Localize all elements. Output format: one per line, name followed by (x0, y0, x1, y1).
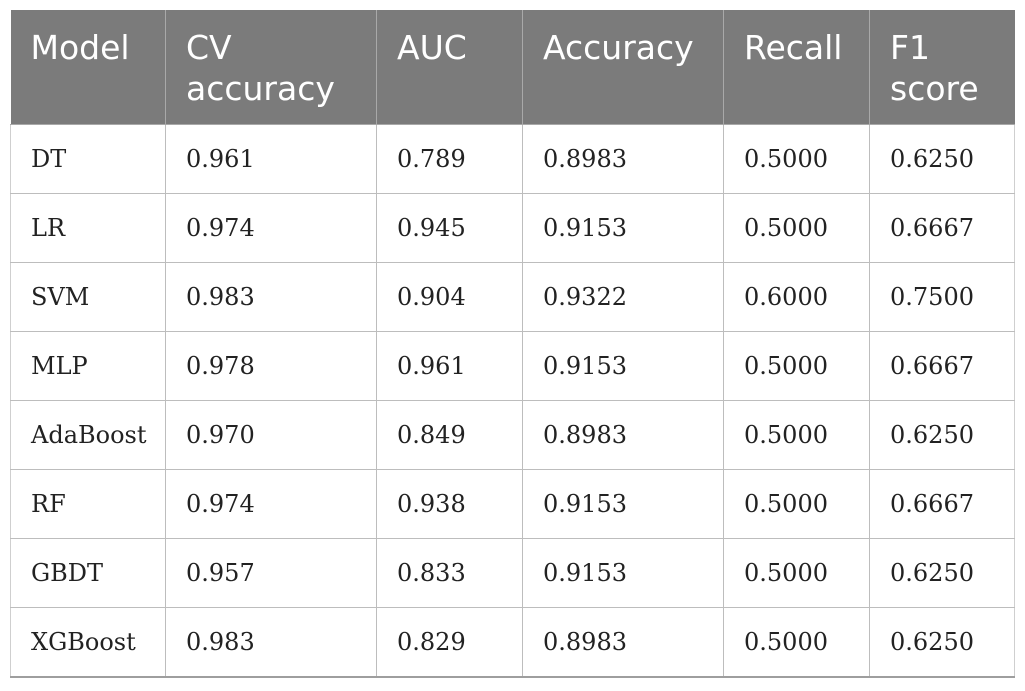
cell-accuracy: 0.8983 (522, 400, 724, 470)
cell-model: DT (10, 124, 166, 194)
table-row: MLP 0.978 0.961 0.9153 0.5000 0.6667 (10, 331, 1015, 401)
cell-model: AdaBoost (10, 400, 166, 470)
cell-accuracy: 0.9322 (522, 262, 724, 332)
cell-auc: 0.849 (376, 400, 523, 470)
cell-f1-score: 0.6250 (869, 607, 1015, 678)
header-row: Model CV accuracy AUC Accuracy Recall F1… (10, 10, 1015, 125)
cell-accuracy: 0.8983 (522, 607, 724, 678)
cell-f1-score: 0.6667 (869, 193, 1015, 263)
cell-f1-score: 0.6250 (869, 538, 1015, 608)
model-metrics-table: Model CV accuracy AUC Accuracy Recall F1… (10, 10, 1015, 678)
cell-model: RF (10, 469, 166, 539)
cell-cv-accuracy: 0.983 (165, 607, 377, 678)
header-auc: AUC (376, 10, 523, 125)
cell-accuracy: 0.9153 (522, 469, 724, 539)
cell-recall: 0.6000 (723, 262, 870, 332)
cell-auc: 0.833 (376, 538, 523, 608)
cell-recall: 0.5000 (723, 124, 870, 194)
table-row: SVM 0.983 0.904 0.9322 0.6000 0.7500 (10, 262, 1015, 332)
cell-f1-score: 0.6250 (869, 400, 1015, 470)
cell-accuracy: 0.9153 (522, 193, 724, 263)
cell-model: GBDT (10, 538, 166, 608)
header-f1-score: F1 score (869, 10, 1015, 125)
cell-model: SVM (10, 262, 166, 332)
cell-cv-accuracy: 0.974 (165, 193, 377, 263)
cell-auc: 0.904 (376, 262, 523, 332)
cell-auc: 0.961 (376, 331, 523, 401)
cell-auc: 0.829 (376, 607, 523, 678)
table-row: LR 0.974 0.945 0.9153 0.5000 0.6667 (10, 193, 1015, 263)
cell-recall: 0.5000 (723, 331, 870, 401)
header-accuracy: Accuracy (522, 10, 724, 125)
cell-model: LR (10, 193, 166, 263)
cell-f1-score: 0.6667 (869, 469, 1015, 539)
cell-accuracy: 0.8983 (522, 124, 724, 194)
table-row: DT 0.961 0.789 0.8983 0.5000 0.6250 (10, 124, 1015, 194)
cell-cv-accuracy: 0.983 (165, 262, 377, 332)
table-row: RF 0.974 0.938 0.9153 0.5000 0.6667 (10, 469, 1015, 539)
table-row: XGBoost 0.983 0.829 0.8983 0.5000 0.6250 (10, 607, 1015, 678)
cell-cv-accuracy: 0.957 (165, 538, 377, 608)
cell-recall: 0.5000 (723, 538, 870, 608)
cell-accuracy: 0.9153 (522, 331, 724, 401)
cell-model: XGBoost (10, 607, 166, 678)
cell-auc: 0.789 (376, 124, 523, 194)
cell-cv-accuracy: 0.974 (165, 469, 377, 539)
table-body: DT 0.961 0.789 0.8983 0.5000 0.6250 LR 0… (10, 124, 1015, 678)
cell-recall: 0.5000 (723, 400, 870, 470)
header-model: Model (10, 10, 166, 125)
cell-recall: 0.5000 (723, 193, 870, 263)
cell-cv-accuracy: 0.961 (165, 124, 377, 194)
cell-cv-accuracy: 0.970 (165, 400, 377, 470)
cell-f1-score: 0.6667 (869, 331, 1015, 401)
cell-auc: 0.945 (376, 193, 523, 263)
cell-recall: 0.5000 (723, 469, 870, 539)
table-row: AdaBoost 0.970 0.849 0.8983 0.5000 0.625… (10, 400, 1015, 470)
cell-auc: 0.938 (376, 469, 523, 539)
table-row: GBDT 0.957 0.833 0.9153 0.5000 0.6250 (10, 538, 1015, 608)
cell-f1-score: 0.6250 (869, 124, 1015, 194)
cell-model: MLP (10, 331, 166, 401)
table-header: Model CV accuracy AUC Accuracy Recall F1… (10, 10, 1015, 125)
cell-cv-accuracy: 0.978 (165, 331, 377, 401)
cell-f1-score: 0.7500 (869, 262, 1015, 332)
header-recall: Recall (723, 10, 870, 125)
header-cv-accuracy: CV accuracy (165, 10, 377, 125)
cell-recall: 0.5000 (723, 607, 870, 678)
cell-accuracy: 0.9153 (522, 538, 724, 608)
